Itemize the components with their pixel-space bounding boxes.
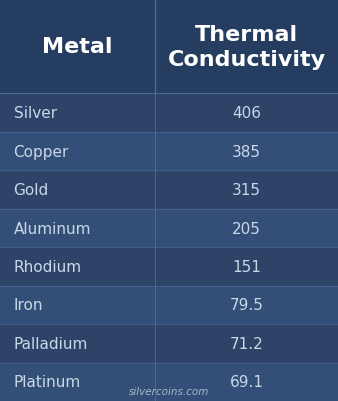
- Text: 205: 205: [232, 221, 261, 236]
- Text: 385: 385: [232, 144, 261, 159]
- FancyBboxPatch shape: [0, 286, 338, 324]
- Text: 71.2: 71.2: [230, 336, 264, 351]
- Text: Silver: Silver: [14, 106, 57, 121]
- Text: Aluminum: Aluminum: [14, 221, 91, 236]
- Text: 79.5: 79.5: [230, 298, 264, 313]
- Text: Copper: Copper: [14, 144, 69, 159]
- FancyBboxPatch shape: [0, 171, 338, 209]
- FancyBboxPatch shape: [0, 0, 338, 94]
- Text: 406: 406: [232, 106, 261, 121]
- Text: Thermal
Conductivity: Thermal Conductivity: [168, 25, 326, 69]
- FancyBboxPatch shape: [0, 247, 338, 286]
- FancyBboxPatch shape: [0, 209, 338, 247]
- FancyBboxPatch shape: [0, 94, 338, 133]
- Text: 69.1: 69.1: [230, 375, 264, 389]
- Text: 315: 315: [232, 182, 261, 198]
- Text: Metal: Metal: [43, 37, 113, 57]
- Text: 151: 151: [232, 259, 261, 274]
- Text: Platinum: Platinum: [14, 375, 81, 389]
- FancyBboxPatch shape: [0, 363, 338, 401]
- Text: silvercoins.com: silvercoins.com: [129, 386, 209, 396]
- Text: Rhodium: Rhodium: [14, 259, 82, 274]
- Text: Gold: Gold: [14, 182, 49, 198]
- Text: Palladium: Palladium: [14, 336, 88, 351]
- FancyBboxPatch shape: [0, 324, 338, 363]
- FancyBboxPatch shape: [0, 133, 338, 171]
- Text: Iron: Iron: [14, 298, 43, 313]
